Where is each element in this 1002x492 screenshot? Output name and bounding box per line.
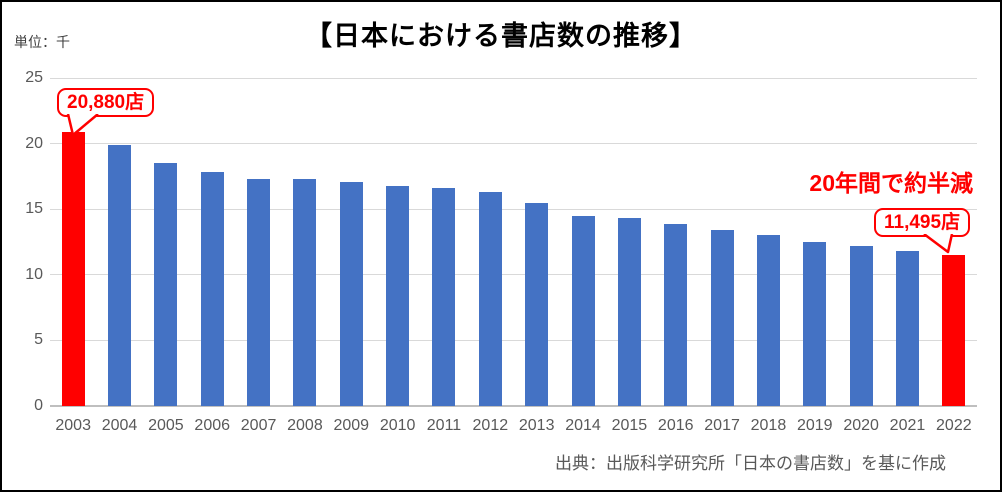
x-tick-label-2006: 2006 [194,417,231,434]
x-tick-label-2016: 2016 [657,417,694,434]
bar-2018 [756,235,780,406]
bar-2014 [571,215,595,406]
peak-callout-tail [66,114,99,137]
bar-2005 [154,163,178,406]
source-note: 出典：出版科学研究所「日本の書店数」を基に作成 [555,454,946,473]
x-tick-label-2010: 2010 [379,417,416,434]
x-tick-label-2012: 2012 [472,417,509,434]
gridline-y-10 [50,274,977,276]
bar-2020 [849,245,873,406]
bar-2003 [61,132,85,406]
x-tick-label-2004: 2004 [101,417,138,434]
bar-2012 [478,192,502,406]
x-tick-label-2003: 2003 [55,417,91,434]
unit-label: 単位：千 [14,34,70,50]
x-tick-label-2021: 2021 [889,417,926,434]
gridline-y-25 [50,77,977,79]
x-tick-label-2014: 2014 [565,417,601,434]
latest-callout-bubble: 11,495店 [874,208,971,237]
x-tick-label-2020: 2020 [843,417,879,434]
y-tick-label-5: 5 [34,331,43,349]
latest-callout-tail [923,234,954,254]
y-axis: 0 5 10 15 20 25 [2,2,43,490]
x-tick-label-2008: 2008 [287,417,323,434]
bar-2008 [293,179,317,406]
x-tick-label-2007: 2007 [240,417,277,434]
bar-2006 [200,172,224,406]
bar-2019 [803,242,827,406]
x-tick-label-2011: 2011 [426,417,462,434]
bar-2021 [895,251,919,406]
gridline-y-20 [50,143,977,145]
gridline-y-15 [50,208,977,210]
gridline-y-0 [50,404,977,407]
x-tick-label-2013: 2013 [518,417,555,434]
x-tick-label-2019: 2019 [796,417,833,434]
y-tick-label-10: 10 [25,265,43,283]
x-tick-label-2017: 2017 [704,417,740,434]
bar-2010 [386,185,410,406]
x-tick-label-2015: 2015 [611,417,648,434]
bar-2007 [247,179,271,406]
gridline-y-5 [50,339,977,341]
x-tick-label-2022: 2022 [936,417,972,434]
bar-2022 [942,255,966,406]
x-tick-label-2005: 2005 [148,417,184,434]
bar-2015 [617,218,641,406]
chart-title: 【日本における書店数の推移】 [305,21,697,51]
y-tick-label-25: 25 [25,69,43,86]
bar-2009 [339,181,363,406]
bar-2017 [710,230,734,406]
x-tick-label-2018: 2018 [750,417,787,434]
x-tick-label-2009: 2009 [333,417,370,434]
peak-callout-bubble: 20,880店 [57,88,155,117]
y-tick-label-0: 0 [34,397,43,414]
y-tick-label-15: 15 [25,200,43,218]
bar-2016 [664,223,688,406]
trend-note: 20年間で約半減 [809,170,973,196]
y-tick-label-20: 20 [25,134,43,152]
bar-2011 [432,188,456,406]
plot-area [50,77,977,407]
bar-2013 [525,202,549,406]
bar-2004 [108,144,132,406]
